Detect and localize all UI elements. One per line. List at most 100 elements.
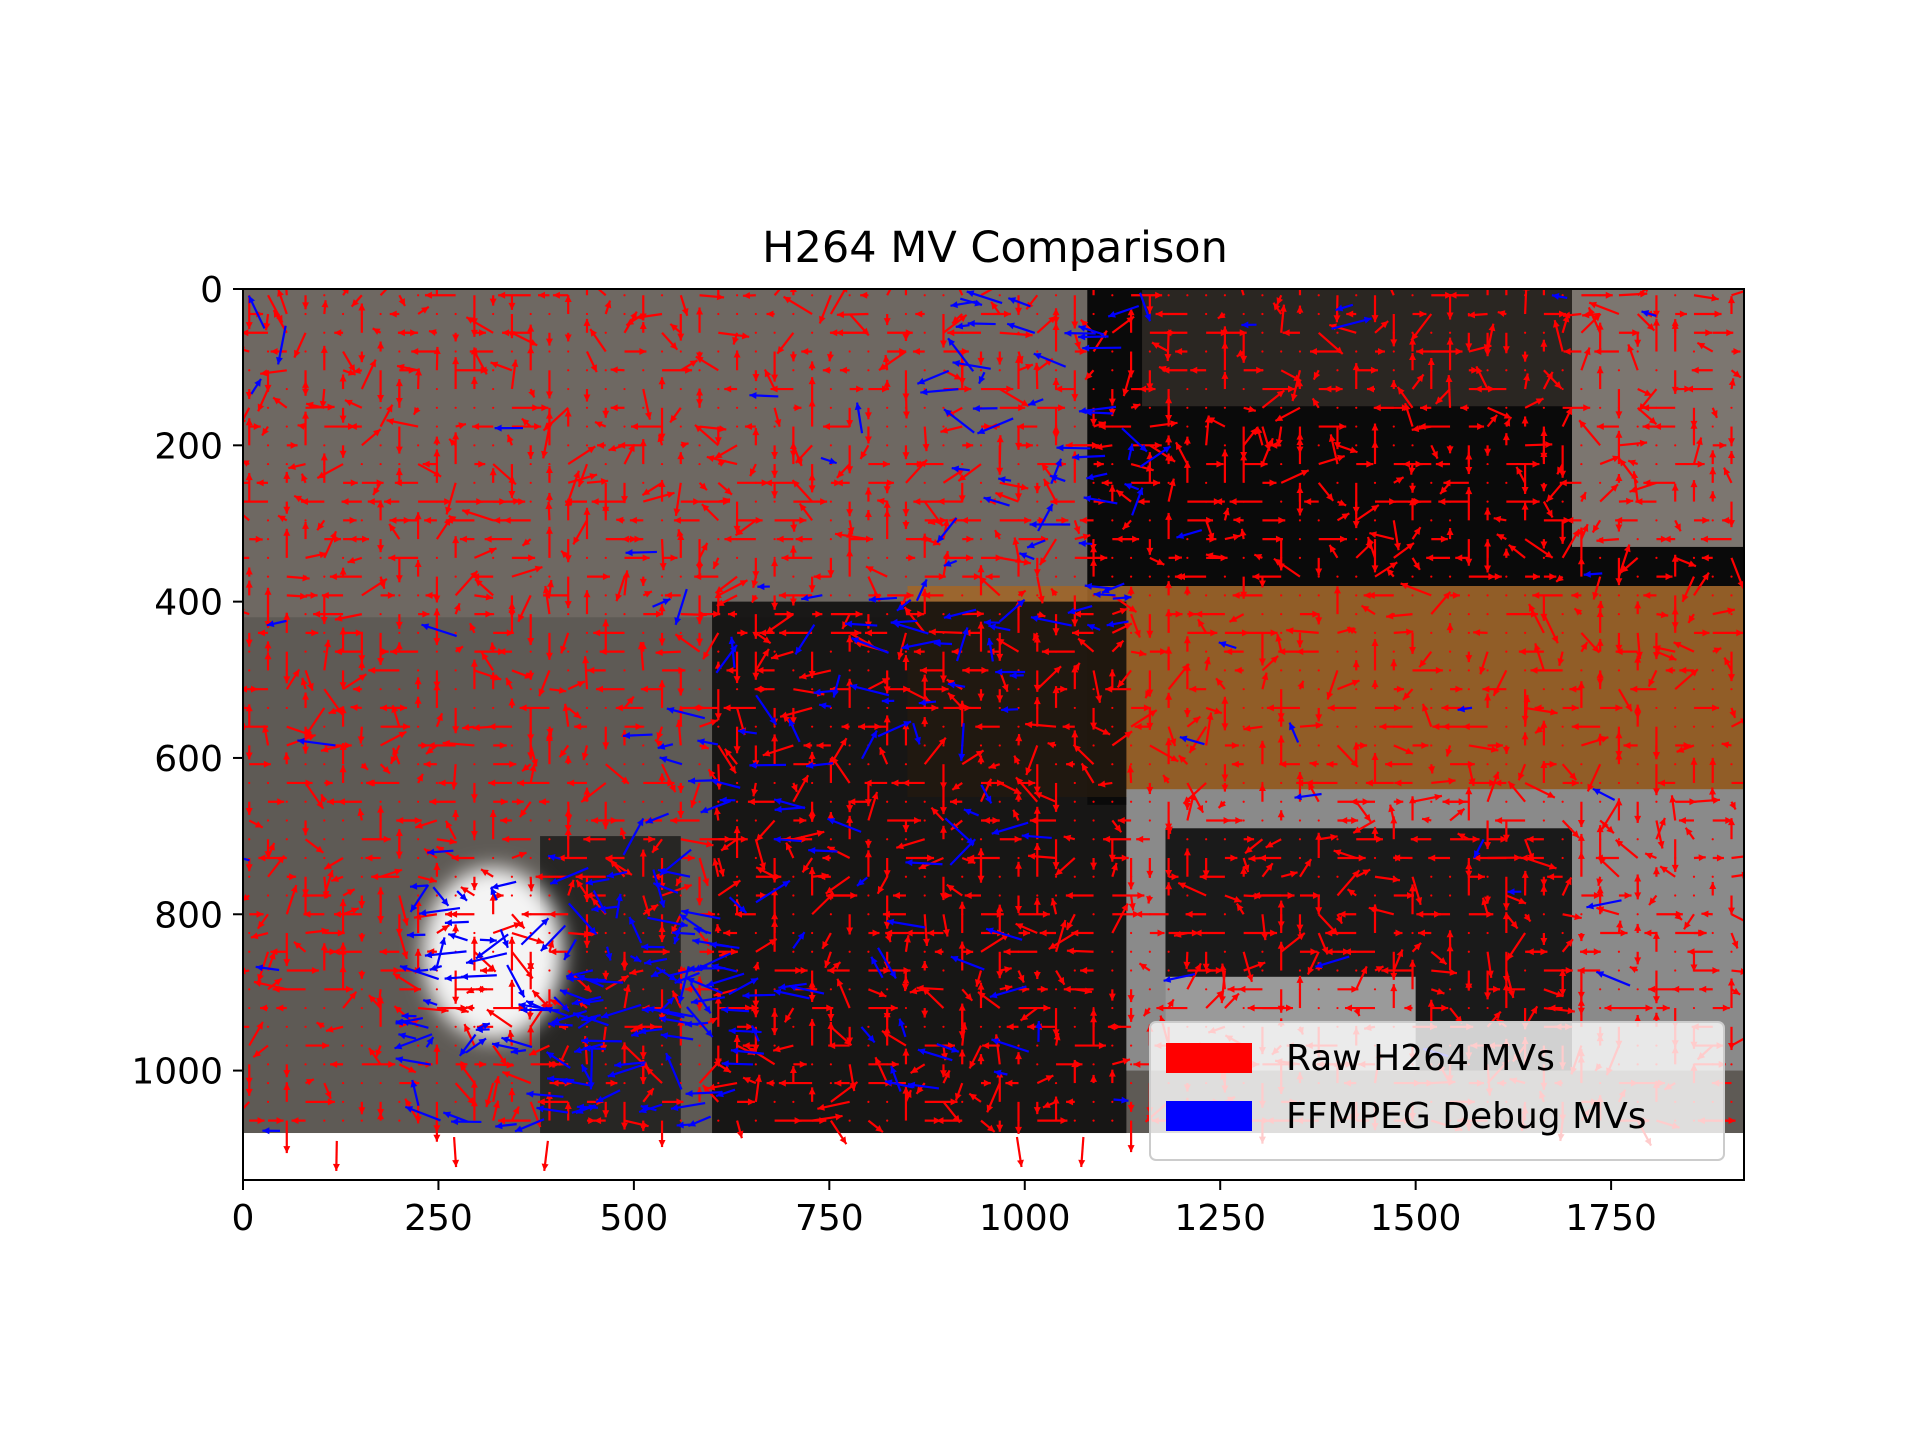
raw-h264-mv [980,369,982,371]
raw-h264-mv [1599,482,1601,484]
raw-h264-mv [605,1063,607,1065]
raw-h264-mv [530,819,532,821]
raw-h264-mv [1693,876,1695,878]
raw-h264-mv [736,688,738,690]
x-tick-label: 1250 [1174,1198,1266,1239]
raw-h264-mv [623,613,625,615]
raw-h264-mv [455,669,457,671]
raw-h264-mv [605,707,607,709]
raw-h264-mv [379,801,381,803]
raw-h264-mv [1486,613,1488,615]
raw-h264-mv [698,763,700,765]
raw-h264-mv [323,726,325,728]
raw-h264-mv [1055,1082,1057,1084]
raw-h264-mv [1111,369,1113,371]
raw-h264-mv [1618,969,1620,971]
raw-h264-mv [1355,969,1357,971]
raw-h264-mv [980,444,982,446]
raw-h264-mv [1505,407,1507,409]
raw-h264-mv [286,894,288,896]
raw-h264-mv [755,313,757,315]
raw-h264-mv [1486,369,1488,371]
raw-h264-mv [436,407,438,409]
raw-h264-mv [1618,838,1620,840]
raw-h264-mv [1130,951,1132,953]
raw-h264-mv [1712,425,1714,427]
raw-h264-mv [586,557,588,559]
raw-h264-mv [567,651,569,653]
raw-h264-mv [323,332,325,334]
raw-h264-mv [1336,969,1338,971]
raw-h264-mv [642,369,644,371]
raw-h264-mv [1017,407,1019,409]
raw-h264-mv [361,1082,363,1084]
raw-h264-mv [1355,444,1357,446]
raw-h264-mv [1168,576,1170,578]
raw-h264-mv [1130,913,1132,915]
raw-h264-mv [1562,632,1564,634]
raw-h264-mv [1730,951,1732,953]
raw-h264-mv [1280,407,1282,409]
raw-h264-mv [1318,669,1320,671]
raw-h264-mv [1618,369,1620,371]
raw-h264-mv [886,444,888,446]
raw-h264-mv [774,726,776,728]
raw-h264-mv [642,744,644,746]
raw-h264-mv [1149,576,1151,578]
raw-h264-mv [1637,576,1639,578]
raw-h264-mv [342,1120,344,1122]
raw-h264-mv [961,838,963,840]
raw-h264-mv [924,482,926,484]
raw-h264-mv [698,463,700,465]
raw-h264-mv [1411,444,1413,446]
raw-h264-mv [1674,894,1676,896]
raw-h264-mv [605,744,607,746]
raw-h264-mv [1524,669,1526,671]
raw-h264-mv [1430,332,1432,334]
raw-h264-mv [905,313,907,315]
raw-h264-mv [379,407,381,409]
legend-swatch [1166,1101,1252,1131]
raw-h264-mv [1092,1101,1094,1103]
raw-h264-mv [1543,688,1545,690]
raw-h264-mv [1130,763,1132,765]
raw-h264-mv [1486,482,1488,484]
raw-h264-mv [1055,894,1057,896]
raw-h264-mv [792,951,794,953]
raw-h264-mv [717,726,719,728]
raw-h264-mv [942,444,944,446]
raw-h264-mv [1599,557,1601,559]
raw-h264-mv [1318,519,1320,521]
raw-h264-mv [548,463,550,465]
raw-h264-mv [1224,576,1226,578]
raw-h264-mv [548,350,550,352]
raw-h264-mv [248,838,250,840]
raw-h264-mv [323,294,325,296]
raw-h264-mv [642,763,644,765]
raw-h264-mv [1693,1007,1695,1009]
raw-h264-mv [661,594,663,596]
raw-h264-mv [361,857,363,859]
raw-h264-mv [1674,726,1676,728]
raw-h264-mv [1449,332,1451,334]
raw-h264-mv [1674,857,1676,859]
raw-h264-mv [1637,838,1639,840]
raw-h264-mv [774,782,776,784]
raw-h264-mv [867,707,869,709]
raw-h264-mv [999,744,1001,746]
raw-h264-mv [1318,576,1320,578]
raw-h264-mv [1318,294,1320,296]
raw-h264-mv [905,576,907,578]
raw-h264-mv [680,632,682,634]
raw-h264-mv [323,1044,325,1046]
raw-h264-mv [455,576,457,578]
raw-h264-mv [717,1082,719,1084]
raw-h264-mv [1261,369,1263,371]
raw-h264-mv [1299,819,1301,821]
raw-h264-mv [1036,1044,1038,1046]
raw-h264-mv [342,425,344,427]
raw-h264-mv [1393,444,1395,446]
raw-h264-mv [736,294,738,296]
raw-h264-mv [1186,838,1188,840]
raw-h264-mv [1261,707,1263,709]
